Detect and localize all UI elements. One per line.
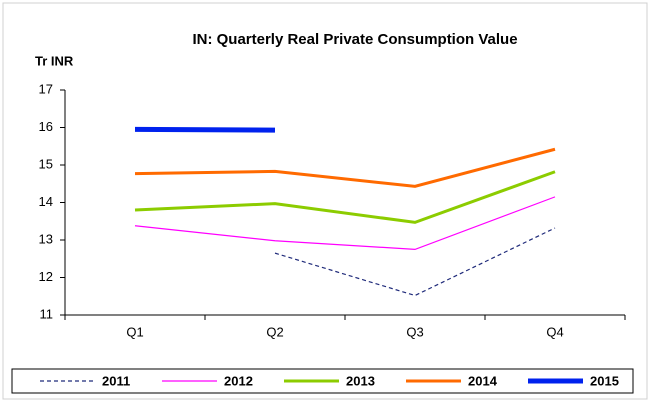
legend-box <box>11 368 634 394</box>
y-tick-label: 14 <box>39 194 53 209</box>
y-tick-label: 15 <box>39 156 53 171</box>
x-tick-label: Q1 <box>126 324 143 339</box>
legend-label: 2015 <box>590 373 619 388</box>
y-tick-label: 11 <box>40 306 54 321</box>
legend-label: 2014 <box>468 373 498 388</box>
x-tick-label: Q3 <box>406 324 423 339</box>
x-tick-label: Q4 <box>546 324 563 339</box>
chart-title: IN: Quarterly Real Private Consumption V… <box>192 31 517 48</box>
y-tick-label: 13 <box>39 231 53 246</box>
legend-label: 2011 <box>102 373 130 388</box>
series-line <box>134 147 556 188</box>
y-tick-label: 12 <box>39 269 53 284</box>
y-tick-label: 16 <box>39 119 53 134</box>
series-line <box>134 126 276 133</box>
legend-label: 2012 <box>224 373 253 388</box>
legend-label: 2013 <box>346 373 375 388</box>
series-line <box>134 196 556 250</box>
y-axis-label: Tr INR <box>35 53 74 68</box>
y-tick-label: 17 <box>39 81 53 96</box>
x-tick-label: Q2 <box>266 324 283 339</box>
series-line <box>134 170 556 224</box>
